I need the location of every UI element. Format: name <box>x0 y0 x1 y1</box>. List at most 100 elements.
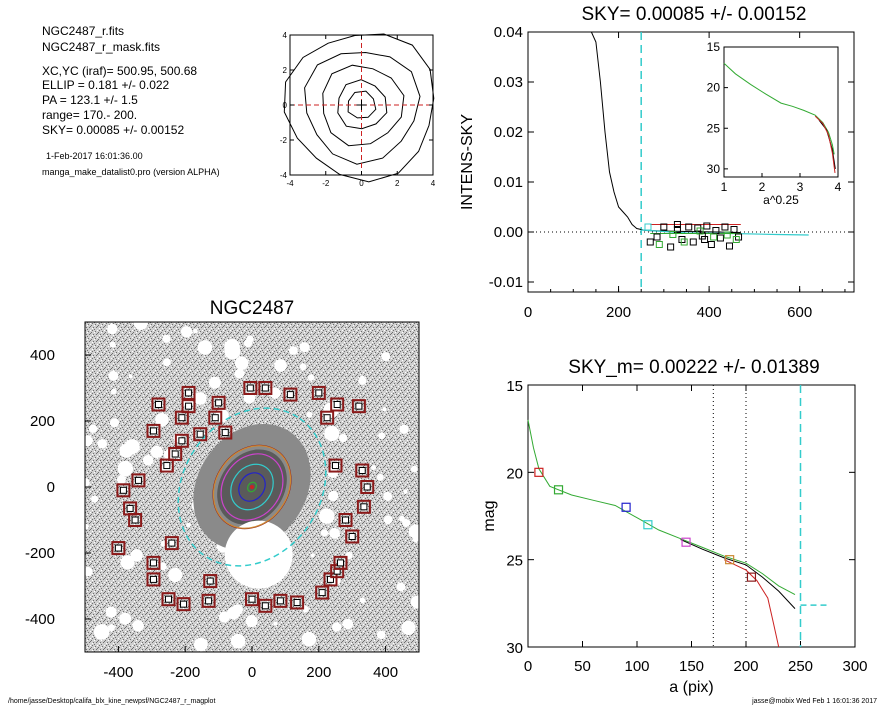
x-tick-label: 600 <box>787 304 812 321</box>
mask-blob <box>230 633 246 649</box>
mask-blob <box>412 536 419 543</box>
y-axis-label: mag <box>481 500 498 531</box>
sky-box-black <box>685 223 693 231</box>
isophote-blue <box>238 472 266 502</box>
sky-box <box>181 385 196 400</box>
mask-blob <box>224 339 240 355</box>
sky-box-black <box>701 236 709 243</box>
profile-symbol-magenta <box>681 537 691 547</box>
sky-box <box>258 598 273 613</box>
sky-box-inner <box>119 486 127 494</box>
sky-box <box>273 593 288 608</box>
sky-box-inner <box>215 399 223 407</box>
mask-blob <box>376 630 386 640</box>
sky-box-inner <box>246 384 254 392</box>
mask-blob <box>383 515 393 525</box>
sky-box-inner <box>196 430 204 438</box>
isophote-green <box>247 481 257 493</box>
mask-blob <box>273 621 278 626</box>
sky-box-black <box>716 234 724 242</box>
sky-box-inner <box>221 429 229 437</box>
sky-box-green <box>669 231 677 238</box>
sky-box-inner <box>360 503 368 511</box>
mask-blob <box>124 439 140 455</box>
x-tick-label: -2 <box>322 179 330 188</box>
mask-blob <box>193 392 207 405</box>
x-tick-label: 0 <box>248 664 256 681</box>
sky-box <box>151 397 166 412</box>
isophote-magenta <box>220 453 284 521</box>
y-tick-label: 0.04 <box>494 24 523 41</box>
sky-box-inner <box>168 539 176 547</box>
x-tick-label: 400 <box>373 664 398 681</box>
y-tick-label: -200 <box>25 545 55 562</box>
x-tick-label: 200 <box>306 664 331 681</box>
sky-box <box>176 597 191 612</box>
inset-y-tick-label: 15 <box>707 40 721 54</box>
mask-blob <box>329 527 340 539</box>
mask-blob <box>274 359 287 372</box>
profile-symbol-red <box>534 467 544 477</box>
sky-box-inner <box>211 414 219 422</box>
mask-blob <box>226 606 240 620</box>
sky-box-inner <box>355 402 363 410</box>
y-tick-label: 200 <box>30 413 55 430</box>
sky-box <box>328 458 343 473</box>
sky-box-inner <box>363 483 371 491</box>
mask-blob <box>105 606 117 618</box>
mask-blob <box>299 363 307 371</box>
sky-box-inner <box>315 389 323 397</box>
mask-blob <box>332 622 342 632</box>
sky-box <box>174 433 189 448</box>
red-profile-line <box>723 559 780 648</box>
sky-box <box>203 574 218 589</box>
sky-box-inner <box>342 516 350 524</box>
sky-box-inner <box>293 599 301 606</box>
mask-blob <box>117 460 134 477</box>
mask-blob <box>320 529 329 537</box>
sky-box-inner <box>149 427 157 435</box>
mask-blob <box>162 334 171 343</box>
mask-blob <box>399 424 409 434</box>
sky-box <box>290 595 305 610</box>
profile-symbol-cyan <box>643 520 653 530</box>
inset-y-tick-label: 20 <box>707 81 721 95</box>
mask-blob <box>269 387 281 399</box>
sky-annulus <box>177 407 327 567</box>
mask-blob <box>130 549 143 562</box>
y-tick-label: 400 <box>30 347 55 364</box>
mask-blob <box>88 424 98 433</box>
sky-box-inner <box>134 476 142 484</box>
sky-box-inner <box>332 462 339 470</box>
mask-blob <box>132 619 144 632</box>
black-profile-line <box>680 539 796 609</box>
chart-title: SKY= 0.00085 +/- 0.00152 <box>581 4 806 25</box>
isophote-orange <box>212 445 292 529</box>
sky-box <box>356 499 371 514</box>
sky-box-inner <box>163 462 171 470</box>
chart-title: NGC2487 <box>210 298 295 319</box>
sky-box-black <box>660 223 668 231</box>
mask-blob <box>93 624 110 640</box>
header-center: XC,YC (iraf)= 500.95, 500.68 <box>42 64 197 78</box>
sky-box-black <box>667 243 675 251</box>
y-tick-label: 4 <box>283 31 288 40</box>
sky-box-inner <box>165 595 172 603</box>
mask-blob <box>319 508 335 524</box>
sky-box-green <box>680 238 688 246</box>
mask-blob <box>108 370 119 381</box>
y-tick-label: -400 <box>25 611 55 628</box>
footer-block: /home/jasse/Desktop/califa_blx_kine_newp… <box>8 698 877 705</box>
contour-line <box>283 33 435 183</box>
inset-green-line <box>723 62 835 155</box>
sky-box-cyan <box>644 223 652 231</box>
sky-box-inner <box>318 589 326 597</box>
sky-box-inner <box>205 597 213 605</box>
mask-blob <box>378 432 386 440</box>
mask-blob <box>245 615 258 628</box>
sky-frame <box>527 31 855 293</box>
x-tick-label: 150 <box>679 658 704 675</box>
inset-x-tick-label: 2 <box>759 180 766 194</box>
x-tick-label: 0 <box>359 179 364 188</box>
